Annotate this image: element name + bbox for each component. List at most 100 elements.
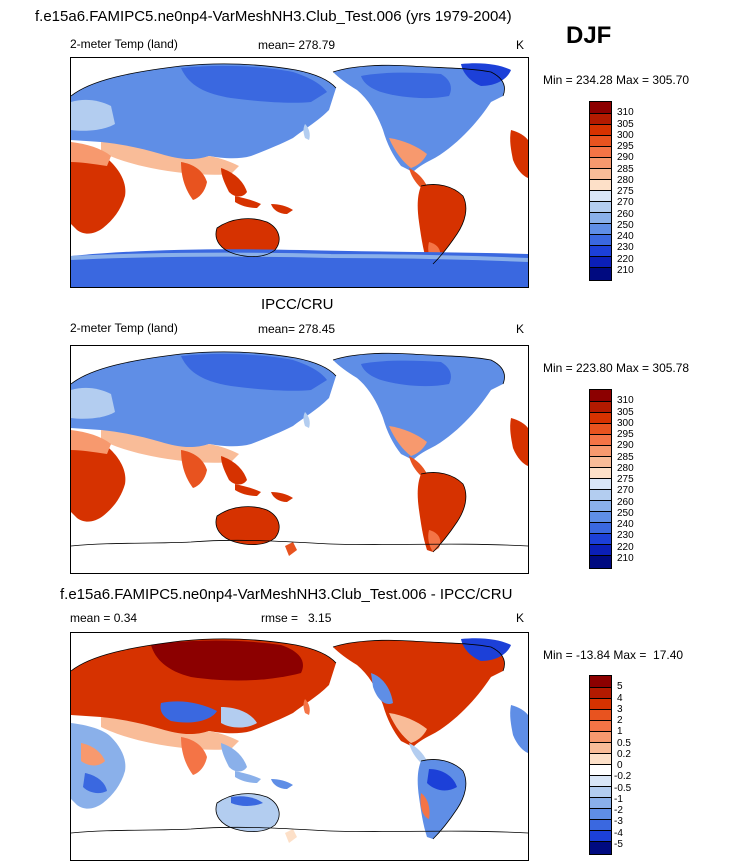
new-guinea [271,779,293,789]
colorbar-swatch [590,114,611,125]
colorbar-tick: 0.5 [617,738,631,749]
colorbar-tick: 240 [617,231,634,242]
antarctica-outline [71,826,528,834]
colorbar-tick: 270 [617,197,634,208]
sahara-mild [71,142,111,166]
colorbar-tick: 285 [617,164,634,175]
panel2-minmax: Min = 223.80 Max = 305.78 [543,361,690,375]
amazon-cold [427,769,457,791]
colorbar-swatch [590,268,611,280]
colorbar-tick: -4 [614,828,623,839]
panel2-map [70,345,529,574]
north-america [333,353,505,460]
patagonia-mild [428,530,441,552]
colorbar-swatch [590,721,611,732]
colorbar-tick: -0.2 [614,771,632,782]
colorbar-tick: 260 [617,209,634,220]
greenland [461,63,511,86]
colorbar-swatch [590,809,611,820]
colorbar-swatch [590,556,611,568]
colorbar-swatch [590,435,611,446]
panel3-mean: mean = 0.34 [70,611,138,625]
panel3-rmse: rmse = 3.15 [261,611,332,625]
indonesia [235,484,261,496]
colorbar-tick: 4 [617,693,623,704]
colorbar-swatch [590,446,611,457]
south-america [417,184,466,264]
tibet-cold [160,701,217,723]
africa-east-edge [510,705,528,753]
colorbar-swatch [590,125,611,136]
europe-mild [71,387,115,419]
china-mixed [221,707,257,728]
india-warm [181,450,207,488]
panel3-map-svg [71,638,528,843]
colorbar-tick: 300 [617,418,634,429]
indonesia [235,196,261,208]
colorbar-swatch [590,512,611,523]
panel1-map-svg [71,63,528,287]
central-america [409,168,427,188]
andes-warm [420,793,430,819]
colorbar-swatch [590,213,611,224]
colorbar-swatch [590,202,611,213]
panel3-units: K [516,611,525,625]
colorbar-tick: 1 [617,726,623,737]
africa-east-edge [510,418,528,466]
panel3-colorbar [589,675,612,855]
mideast-mild [101,717,239,750]
colorbar-tick: 210 [617,553,634,564]
north-america [333,65,505,172]
colorbar-swatch [590,413,611,424]
panel2-units: K [516,322,525,336]
colorbar-tick: 295 [617,141,634,152]
colorbar-tick: 240 [617,519,634,530]
colorbar-swatch [590,235,611,246]
colorbar-tick: 275 [617,186,634,197]
seasia-warm [221,456,247,485]
africa-landmass [71,436,126,522]
panel1-minmax: Min = 234.28 Max = 305.70 [543,73,690,87]
colorbar-swatch [590,699,611,710]
seasia-bias [221,743,247,772]
australia-north [231,796,263,806]
colorbar-tick: 305 [617,119,634,130]
colorbar-tick: 210 [617,265,634,276]
colorbar-tick: -5 [614,839,623,850]
season-label: DJF [566,22,612,49]
colorbar-swatch [590,688,611,699]
mideast-warm [101,142,239,175]
colorbar-tick: 0.2 [617,749,631,760]
india-bias [181,737,207,775]
colorbar-tick: 5 [617,681,623,692]
colorbar-swatch [590,169,611,180]
colorbar-swatch [590,136,611,147]
colorbar-tick: 295 [617,429,634,440]
colorbar-swatch [590,710,611,721]
japan [303,124,310,140]
colorbar-swatch [590,545,611,556]
colorbar-tick: 290 [617,152,634,163]
usa-south-mild [389,713,427,743]
panel1-mean: mean= 278.79 [258,38,336,52]
colorbar-swatch [590,390,611,402]
colorbar-tick: 285 [617,452,634,463]
colorbar-swatch [590,424,611,435]
africa-cold-patch [83,773,107,794]
colorbar-tick: 0 [617,760,623,771]
colorbar-swatch [590,732,611,743]
colorbar-swatch [590,798,611,809]
colorbar-swatch [590,776,611,787]
colorbar-swatch [590,102,611,114]
siberia-hot [151,640,303,681]
south-america [417,472,466,552]
greenland-cold [461,638,511,661]
india-warm [181,162,207,200]
usa-south-warm [389,138,427,168]
new-guinea [271,204,293,214]
colorbar-swatch [590,457,611,468]
new-zealand [285,542,297,556]
indonesia [235,771,261,783]
colorbar-tick: 220 [617,254,634,265]
colorbar-swatch [590,224,611,235]
